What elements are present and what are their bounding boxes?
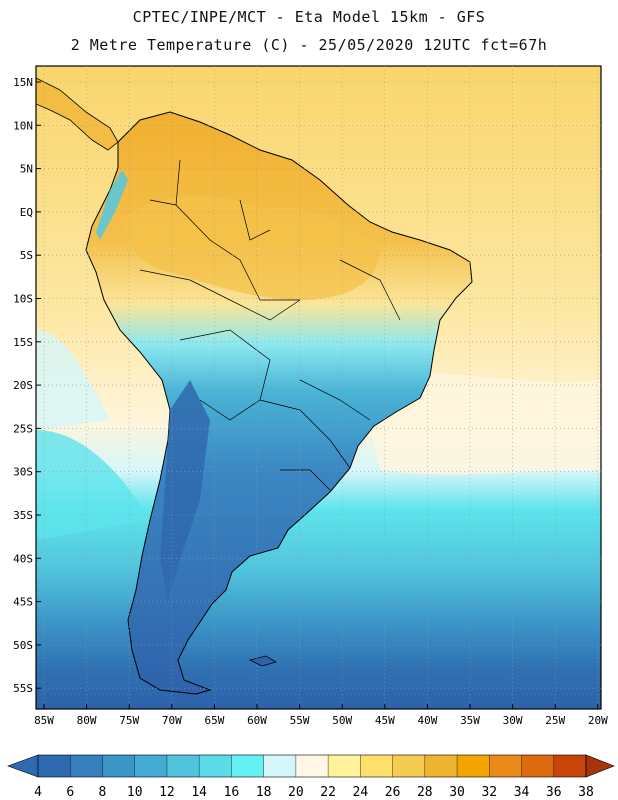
colorbar-swatch bbox=[521, 755, 555, 777]
lat-label: 15S bbox=[13, 336, 33, 349]
lon-label: 50W bbox=[332, 714, 352, 727]
colorbar-label: 12 bbox=[159, 785, 175, 800]
lon-label: 45W bbox=[375, 714, 395, 727]
colorbar-label: 8 bbox=[99, 785, 107, 800]
colorbar-label: 30 bbox=[449, 785, 465, 800]
chart-title-line1: CPTEC/INPE/MCT - Eta Model 15km - GFS bbox=[132, 8, 486, 26]
lon-label: 70W bbox=[162, 714, 182, 727]
lat-label: 15N bbox=[13, 76, 33, 89]
colorbar-label: 26 bbox=[385, 785, 401, 800]
colorbar-label: 18 bbox=[256, 785, 272, 800]
colorbar-swatch bbox=[38, 755, 71, 777]
lon-label: 85W bbox=[34, 714, 54, 727]
lon-label: 65W bbox=[204, 714, 224, 727]
colorbar-left-arrow bbox=[7, 754, 39, 778]
lon-label: 80W bbox=[77, 714, 97, 727]
lat-label: 5N bbox=[20, 163, 33, 176]
colorbar-swatch bbox=[360, 755, 393, 777]
latitude-labels: 15N 10N 5N EQ 5S 10S 15S 20S 25S 30S 35S 40S 45S 50S 5… bbox=[13, 76, 33, 695]
colorbar-label: 10 bbox=[127, 785, 143, 800]
colorbar-label: 34 bbox=[514, 785, 530, 800]
colorbar-swatch bbox=[553, 755, 587, 777]
colorbar-label: 28 bbox=[417, 785, 433, 800]
colorbar-label: 36 bbox=[546, 785, 562, 800]
colorbar-label: 4 bbox=[34, 785, 42, 800]
colorbar-swatch bbox=[295, 755, 329, 777]
lat-label: EQ bbox=[20, 206, 33, 219]
lon-label: 40W bbox=[417, 714, 437, 727]
colorbar-swatch bbox=[102, 755, 136, 777]
colorbar-swatch bbox=[328, 755, 361, 777]
lat-label: 35S bbox=[13, 509, 33, 522]
longitude-labels: 85W 80W 75W 70W 65W 60W 55W 50W 45W 40W 35W 30W 25W 2… bbox=[34, 714, 608, 727]
falkland-islands bbox=[248, 655, 277, 667]
lat-label: 45S bbox=[13, 596, 33, 609]
lon-label: 20W bbox=[588, 714, 608, 727]
colorbar-label: 32 bbox=[481, 785, 497, 800]
colorbar-label: 22 bbox=[320, 785, 336, 800]
colorbar: 4 6 8 10 12 14 16 18 20 22 24 26 28 30 32 34 36 38 bbox=[7, 754, 615, 800]
lat-label: 55S bbox=[13, 682, 33, 695]
colorbar-label: 16 bbox=[224, 785, 240, 800]
lat-label: 10S bbox=[13, 293, 33, 306]
colorbar-label: 24 bbox=[353, 785, 369, 800]
lon-label: 55W bbox=[290, 714, 310, 727]
colorbar-label: 6 bbox=[66, 785, 74, 800]
lon-label: 25W bbox=[545, 714, 565, 727]
lon-label: 60W bbox=[247, 714, 267, 727]
lat-label: 30S bbox=[13, 466, 33, 479]
colorbar-label: 38 bbox=[578, 785, 594, 800]
lat-label: 25S bbox=[13, 422, 33, 435]
colorbar-swatch bbox=[199, 755, 232, 777]
pacific-cool-zone bbox=[36, 330, 110, 430]
colorbar-label: 20 bbox=[288, 785, 304, 800]
central-america-landmass bbox=[36, 77, 119, 151]
graticule bbox=[36, 66, 601, 709]
colorbar-swatch bbox=[457, 755, 490, 777]
colorbar-swatch bbox=[489, 755, 522, 777]
lon-label: 75W bbox=[119, 714, 139, 727]
colorbar-right-arrow bbox=[585, 754, 615, 778]
colorbar-label: 14 bbox=[191, 785, 207, 800]
country-borders bbox=[139, 159, 401, 491]
colorbar-swatch bbox=[166, 755, 200, 777]
map-border bbox=[35, 65, 602, 710]
lon-label: 35W bbox=[460, 714, 480, 727]
lat-label: 40S bbox=[13, 552, 33, 565]
colorbar-swatch bbox=[231, 755, 264, 777]
colorbar-swatch bbox=[134, 755, 168, 777]
lat-label: 10N bbox=[13, 119, 33, 132]
chart-title-line2: 2 Metre Temperature (C) - 25/05/2020 12U… bbox=[70, 36, 548, 54]
andes-north-cold bbox=[96, 170, 128, 240]
lat-label: 50S bbox=[13, 639, 33, 652]
lat-label: 5S bbox=[20, 249, 33, 262]
colorbar-swatch bbox=[392, 755, 426, 777]
lon-label: 30W bbox=[503, 714, 523, 727]
amazon-warm-region bbox=[120, 196, 380, 300]
lat-label: 20S bbox=[13, 379, 33, 392]
colorbar-swatch bbox=[263, 755, 297, 777]
pacific-cyan-zone bbox=[36, 430, 150, 540]
andes-south-cold bbox=[160, 380, 210, 600]
colorbar-swatch bbox=[70, 755, 103, 777]
colorbar-swatch bbox=[424, 755, 458, 777]
